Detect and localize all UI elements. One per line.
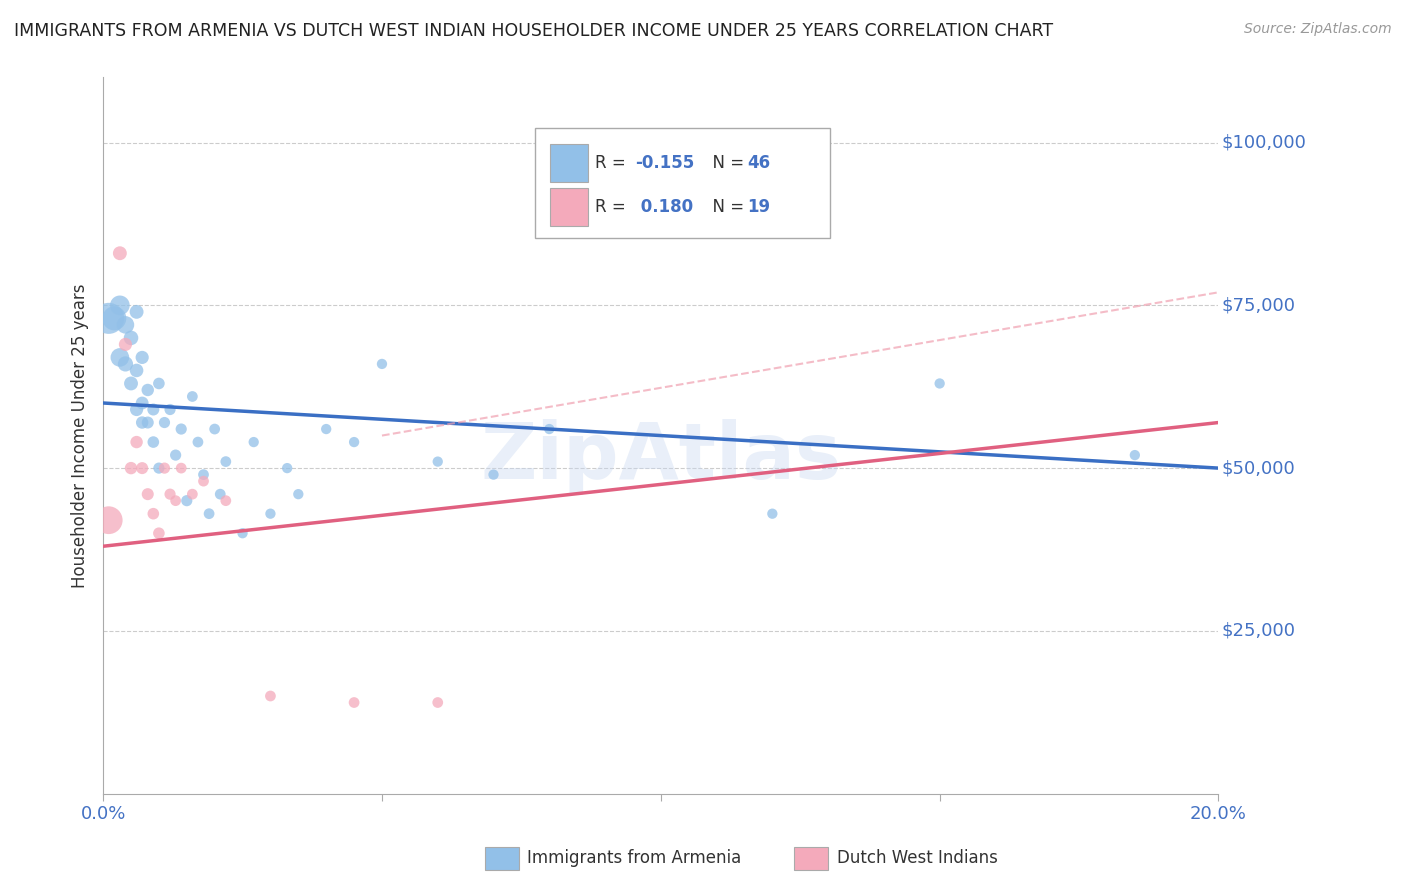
Text: ZipAtlas: ZipAtlas (481, 419, 841, 495)
Point (131, 351, 153, 365)
Point (259, 689, 281, 703)
Point (170, 461, 193, 475)
Point (209, 487, 232, 501)
Text: 46: 46 (747, 153, 770, 172)
Text: $100,000: $100,000 (1222, 134, 1306, 152)
Point (142, 435, 165, 450)
Point (142, 507, 165, 521)
Text: 0.180: 0.180 (634, 198, 693, 216)
Text: $75,000: $75,000 (1222, 296, 1296, 314)
Text: Dutch West Indians: Dutch West Indians (837, 849, 997, 867)
Point (276, 461, 298, 475)
Point (131, 396, 153, 410)
Point (114, 337, 136, 351)
Point (148, 526, 170, 541)
Point (315, 422, 337, 436)
Point (287, 487, 309, 501)
Point (108, 246, 131, 260)
Point (114, 318, 136, 332)
Point (125, 435, 148, 450)
Point (198, 507, 221, 521)
Point (125, 402, 148, 417)
Point (131, 461, 153, 475)
Text: Immigrants from Armenia: Immigrants from Armenia (527, 849, 741, 867)
Point (181, 487, 204, 501)
Point (148, 376, 170, 391)
Point (538, 422, 561, 436)
Point (125, 305, 148, 319)
Point (153, 461, 176, 475)
Point (187, 435, 209, 450)
Point (114, 357, 136, 371)
Text: R =: R = (595, 198, 631, 216)
Point (148, 461, 170, 475)
Point (136, 383, 159, 397)
Text: Source: ZipAtlas.com: Source: ZipAtlas.com (1244, 22, 1392, 37)
Point (343, 696, 366, 710)
Text: 19: 19 (747, 198, 770, 216)
Point (165, 448, 187, 462)
Point (371, 357, 394, 371)
Point (97, 311, 120, 326)
Point (165, 493, 187, 508)
Point (108, 351, 131, 365)
Point (215, 493, 238, 508)
Point (108, 298, 131, 312)
Point (120, 331, 142, 345)
Text: -0.155: -0.155 (634, 153, 695, 172)
Point (232, 526, 254, 541)
Point (120, 376, 142, 391)
Point (125, 363, 148, 377)
Point (426, 696, 449, 710)
Point (343, 435, 366, 450)
Point (153, 416, 176, 430)
Point (193, 467, 215, 482)
Point (181, 389, 204, 403)
Point (136, 487, 159, 501)
Point (928, 376, 950, 391)
Point (259, 507, 281, 521)
Point (159, 487, 181, 501)
Point (136, 416, 159, 430)
Point (120, 461, 142, 475)
Point (131, 416, 153, 430)
Point (97, 513, 120, 527)
Point (103, 311, 125, 326)
Point (482, 467, 505, 482)
Point (176, 493, 198, 508)
Text: N =: N = (702, 198, 749, 216)
Point (170, 422, 193, 436)
Point (215, 454, 238, 468)
Point (1123, 448, 1146, 462)
Text: $50,000: $50,000 (1222, 459, 1295, 477)
Y-axis label: Householder Income Under 25 years: Householder Income Under 25 years (72, 284, 89, 588)
Point (204, 422, 226, 436)
Point (142, 402, 165, 417)
Text: N =: N = (702, 153, 749, 172)
Text: $25,000: $25,000 (1222, 622, 1296, 640)
Text: IMMIGRANTS FROM ARMENIA VS DUTCH WEST INDIAN HOUSEHOLDER INCOME UNDER 25 YEARS C: IMMIGRANTS FROM ARMENIA VS DUTCH WEST IN… (14, 22, 1053, 40)
Point (242, 435, 264, 450)
Point (426, 454, 449, 468)
Point (761, 507, 783, 521)
Point (193, 474, 215, 488)
Text: R =: R = (595, 153, 631, 172)
Point (159, 402, 181, 417)
